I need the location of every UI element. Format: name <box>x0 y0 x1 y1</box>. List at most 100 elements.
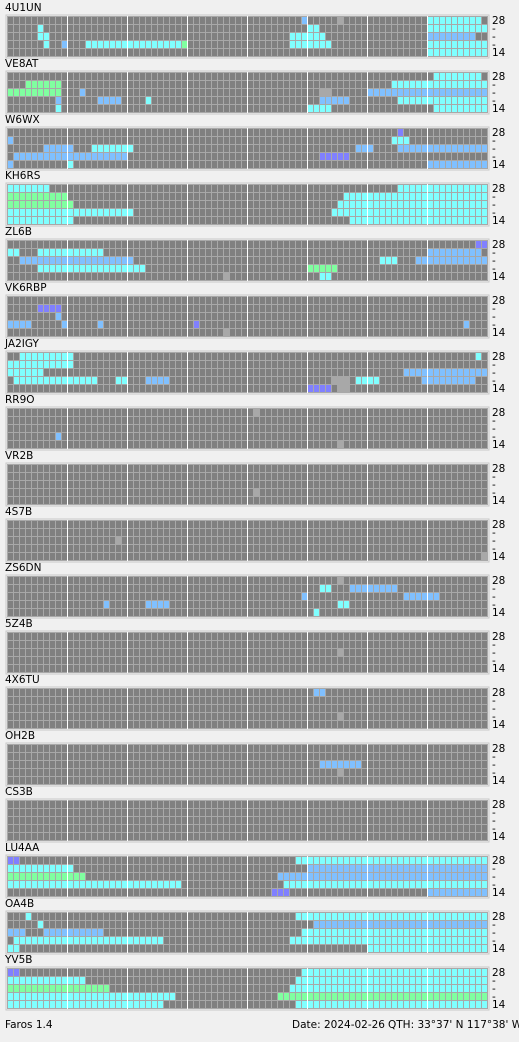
signal-cell <box>434 929 439 936</box>
band-label: 14 <box>492 271 506 283</box>
signal-cell <box>20 873 25 880</box>
signal-cell <box>38 865 43 872</box>
signal-cell <box>44 153 49 160</box>
signal-cell <box>458 145 463 152</box>
signal-cell <box>398 81 403 88</box>
signal-cell <box>362 857 367 864</box>
signal-cell <box>20 209 25 216</box>
signal-cell <box>446 73 451 80</box>
signal-cell <box>128 209 133 216</box>
signal-cell <box>44 81 49 88</box>
signal-cell <box>44 193 49 200</box>
signal-cell <box>392 945 397 952</box>
signal-cell <box>440 17 445 24</box>
signal-cell <box>320 913 325 920</box>
signal-cell <box>470 881 475 888</box>
signal-cell <box>314 969 319 976</box>
grid-frame <box>5 406 490 451</box>
signal-cell <box>482 25 487 32</box>
signal-cell <box>146 881 151 888</box>
signal-cell <box>44 41 49 48</box>
signal-cell <box>452 921 457 928</box>
signal-cell <box>458 33 463 40</box>
signal-cell <box>482 89 487 96</box>
signal-cell <box>434 257 439 264</box>
signal-cell <box>308 265 313 272</box>
signal-cell <box>320 385 325 392</box>
signal-cell <box>8 217 13 224</box>
signal-cell <box>20 89 25 96</box>
grid-frame <box>5 294 490 339</box>
signal-cell <box>44 993 49 1000</box>
signal-cell <box>422 945 427 952</box>
signal-cell <box>80 1001 85 1008</box>
signal-cell <box>476 969 481 976</box>
signal-cell <box>344 929 349 936</box>
signal-cell <box>92 257 97 264</box>
signal-cell <box>44 89 49 96</box>
signal-cell <box>428 201 433 208</box>
signal-cell <box>56 353 61 360</box>
signal-cell <box>428 369 433 376</box>
band-label: - <box>492 359 496 371</box>
grid-frame <box>5 574 490 619</box>
signal-cell <box>326 273 331 280</box>
signal-cell <box>338 209 343 216</box>
signal-cell <box>362 377 367 384</box>
signal-cell <box>380 89 385 96</box>
signal-cell <box>416 217 421 224</box>
signal-cell <box>344 865 349 872</box>
signal-cell <box>122 1001 127 1008</box>
signal-cell <box>68 201 73 208</box>
signal-cell <box>98 41 103 48</box>
signal-cell <box>392 89 397 96</box>
signal-cell <box>8 969 13 976</box>
signal-cell <box>470 969 475 976</box>
signal-cell <box>326 97 331 104</box>
signal-cell <box>440 25 445 32</box>
signal-cell <box>314 993 319 1000</box>
signal-cell <box>428 217 433 224</box>
signal-cell <box>380 945 385 952</box>
signal-cell <box>428 161 433 168</box>
signal-cell <box>464 873 469 880</box>
signal-cell <box>476 913 481 920</box>
signal-cell <box>338 761 343 768</box>
signal-cell <box>344 761 349 768</box>
signal-cell <box>446 145 451 152</box>
signal-cell <box>440 929 445 936</box>
signal-cell <box>362 209 367 216</box>
signal-cell <box>458 17 463 24</box>
signal-cell <box>398 929 403 936</box>
signal-cell <box>386 993 391 1000</box>
signal-cell <box>8 193 13 200</box>
station-name: OA4B <box>5 898 34 910</box>
signal-cell <box>482 913 487 920</box>
signal-cell <box>344 993 349 1000</box>
signal-cell <box>20 257 25 264</box>
signal-cell <box>314 985 319 992</box>
signal-cell <box>476 241 481 248</box>
signal-cell <box>302 881 307 888</box>
signal-cell <box>446 881 451 888</box>
signal-cell <box>140 993 145 1000</box>
band-label: 14 <box>492 327 506 339</box>
signal-cell <box>8 369 13 376</box>
signal-cell <box>464 881 469 888</box>
signal-cell <box>470 857 475 864</box>
signal-cell <box>452 201 457 208</box>
signal-cell <box>368 913 373 920</box>
signal-cell <box>50 881 55 888</box>
signal-cell <box>380 913 385 920</box>
signal-cell <box>26 881 31 888</box>
signal-cell <box>380 985 385 992</box>
signal-cell <box>50 193 55 200</box>
grid-frame <box>5 630 490 675</box>
signal-cell <box>470 25 475 32</box>
band-label: - <box>492 143 496 155</box>
signal-cell <box>38 201 43 208</box>
signal-cell <box>386 865 391 872</box>
signal-cell <box>404 977 409 984</box>
signal-cell <box>158 377 163 384</box>
signal-cell <box>476 257 481 264</box>
